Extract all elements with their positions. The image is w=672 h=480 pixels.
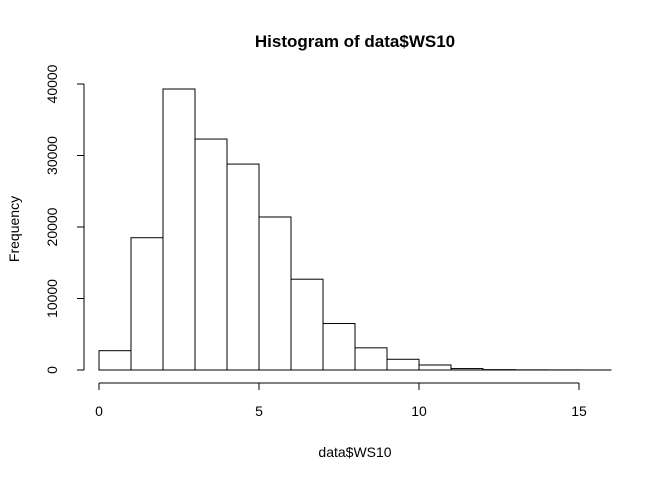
bars-group xyxy=(98,88,612,371)
histogram-bar xyxy=(290,278,324,371)
chart-title: Histogram of data$WS10 xyxy=(255,32,455,51)
x-axis: 0 5 10 15 xyxy=(95,382,587,419)
y-tick-label: 10000 xyxy=(44,279,60,318)
histogram-bar xyxy=(450,368,484,371)
x-tick-label: 10 xyxy=(411,403,427,419)
x-tick-label: 15 xyxy=(571,403,587,419)
x-axis-label: data$WS10 xyxy=(318,444,391,460)
x-tick-label: 5 xyxy=(255,403,263,419)
y-tick-label: 0 xyxy=(44,366,60,374)
histogram-bar xyxy=(386,358,420,371)
y-tick-label: 40000 xyxy=(44,64,60,103)
histogram-bar xyxy=(130,237,164,371)
histogram-bar xyxy=(354,347,388,371)
histogram-bar xyxy=(226,163,260,371)
y-tick-label: 30000 xyxy=(44,136,60,175)
y-axis-label: Frequency xyxy=(6,196,22,262)
histogram-bar xyxy=(194,138,228,371)
x-tick-label: 0 xyxy=(95,403,103,419)
histogram-bar xyxy=(258,216,292,371)
histogram-bar xyxy=(322,323,356,371)
histogram-bar xyxy=(418,364,452,371)
histogram-bar xyxy=(98,350,132,371)
y-tick-label: 20000 xyxy=(44,207,60,246)
y-axis: 0 10000 20000 30000 40000 xyxy=(44,64,85,374)
histogram-bar xyxy=(162,88,196,371)
